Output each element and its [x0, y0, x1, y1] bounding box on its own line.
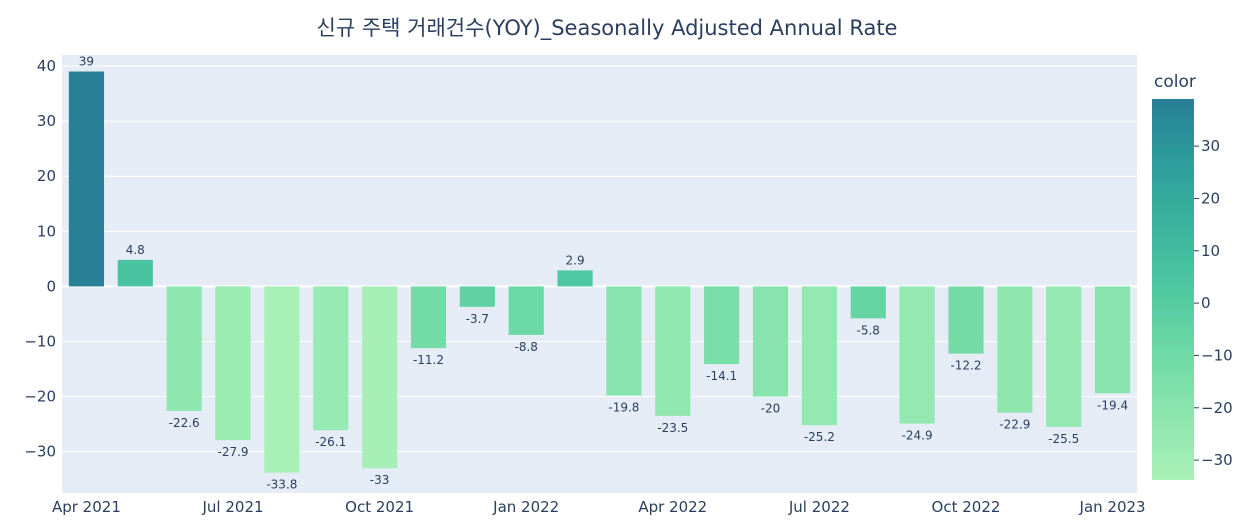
x-tick-label: Apr 2021 — [52, 498, 121, 516]
colorbar-tick-label: 0 — [1201, 294, 1211, 312]
bar-value-label: -22.6 — [169, 416, 200, 430]
bar-value-label: -26.1 — [315, 435, 346, 449]
bar[interactable] — [801, 286, 837, 426]
bar-value-label: -19.8 — [608, 400, 639, 414]
bar-value-label: -25.2 — [804, 430, 835, 444]
bar[interactable] — [704, 286, 740, 365]
bar[interactable] — [362, 286, 398, 469]
bar[interactable] — [166, 286, 202, 411]
chart-title: 신규 주택 거래건수(YOY)_Seasonally Adjusted Annu… — [317, 16, 898, 41]
bar-value-label: -33.8 — [266, 478, 297, 492]
x-tick-label: Jul 2021 — [201, 498, 263, 516]
bar-labels: 39 4.8 -22.6 -27.9 -33.8 -26.1 -33 -11.2 -3.7 -8.… — [79, 55, 1128, 492]
bar-value-label: -12.2 — [950, 359, 981, 373]
colorbar-tick-label: 10 — [1201, 242, 1220, 260]
bar-value-label: 2.9 — [566, 253, 585, 267]
colorbar-title: color — [1154, 72, 1196, 92]
bar[interactable] — [997, 286, 1033, 413]
bar[interactable] — [948, 286, 984, 354]
colorbar-tick-label: 30 — [1201, 137, 1220, 155]
bar-value-label: -5.8 — [857, 323, 880, 337]
bar-value-label: -20 — [761, 402, 781, 416]
bar[interactable] — [1046, 286, 1082, 427]
bar[interactable] — [68, 71, 105, 287]
x-tick-label: Jan 2022 — [492, 498, 559, 516]
bar[interactable] — [557, 270, 593, 287]
colorbar-gradient — [1152, 99, 1194, 480]
bar-value-label: -14.1 — [706, 369, 737, 383]
bar-value-label: -8.8 — [514, 340, 537, 354]
y-tick-label: −30 — [24, 443, 56, 461]
bar[interactable] — [264, 286, 300, 473]
y-axis: 40 30 20 10 0 −10 −20 −30 — [24, 57, 56, 461]
bar[interactable] — [459, 286, 495, 307]
bar-value-label: 39 — [79, 55, 94, 69]
bar[interactable] — [117, 259, 153, 287]
x-tick-label: Oct 2022 — [932, 498, 1001, 516]
y-tick-label: −20 — [24, 388, 56, 406]
x-axis: Apr 2021 Jul 2021 Oct 2021 Jan 2022 Apr 2022… — [52, 498, 1146, 516]
colorbar-tick-label: −20 — [1201, 399, 1233, 417]
bars — [68, 71, 1131, 473]
colorbar-tick-label: 20 — [1201, 189, 1220, 207]
y-tick-label: 30 — [37, 112, 56, 130]
bar-value-label: -23.5 — [657, 421, 688, 435]
bar-value-label: -27.9 — [217, 445, 248, 459]
bar[interactable] — [410, 286, 447, 349]
y-tick-label: 40 — [37, 57, 56, 75]
bar-value-label: -33 — [370, 473, 390, 487]
bar-value-label: -25.5 — [1048, 432, 1079, 446]
bar[interactable] — [606, 286, 642, 396]
colorbar-tick-label: −30 — [1201, 451, 1233, 469]
bar[interactable] — [752, 286, 789, 397]
y-tick-label: 0 — [46, 277, 56, 295]
bar[interactable] — [655, 286, 691, 416]
bar-value-label: -24.9 — [902, 429, 933, 443]
y-tick-label: 10 — [37, 222, 56, 240]
bar-value-label: 4.8 — [126, 243, 145, 257]
x-tick-label: Oct 2021 — [345, 498, 414, 516]
y-tick-label: 20 — [37, 167, 56, 185]
gridlines — [62, 65, 1137, 453]
bar[interactable] — [508, 286, 544, 335]
bar[interactable] — [850, 286, 886, 319]
x-tick-label: Jan 2023 — [1079, 498, 1146, 516]
bar-value-label: -11.2 — [413, 353, 444, 367]
y-tick-label: −10 — [24, 332, 56, 350]
colorbar-tick-label: −10 — [1201, 346, 1233, 364]
colorbar: color 30 20 10 0 −10 −20 −30 — [1152, 72, 1233, 480]
bar[interactable] — [215, 286, 251, 441]
x-tick-label: Apr 2022 — [638, 498, 707, 516]
bar-value-label: -22.9 — [999, 418, 1030, 432]
bar-value-label: -19.4 — [1097, 398, 1128, 412]
bar-value-label: -3.7 — [466, 312, 489, 326]
x-tick-label: Jul 2022 — [788, 498, 850, 516]
bar[interactable] — [313, 286, 349, 431]
bar[interactable] — [899, 286, 935, 424]
bar[interactable] — [1094, 286, 1131, 394]
